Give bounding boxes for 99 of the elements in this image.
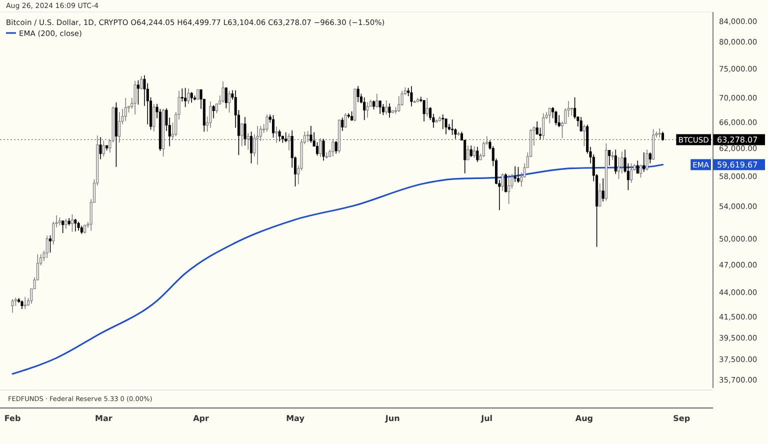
x-tick-label: Mar <box>94 414 112 423</box>
candlestick <box>558 114 560 128</box>
candlestick <box>504 172 507 193</box>
candlestick <box>476 146 479 162</box>
candlestick <box>209 101 212 128</box>
candlestick <box>224 86 228 109</box>
candlestick <box>118 112 121 143</box>
candlestick <box>516 166 520 184</box>
candlestick <box>658 128 661 138</box>
x-tick-label: Feb <box>4 414 21 423</box>
candlestick <box>341 117 344 132</box>
candlestick <box>102 140 105 157</box>
candlestick <box>48 234 52 253</box>
candlestick <box>310 125 312 144</box>
candlestick <box>508 174 510 204</box>
candlestick <box>74 218 77 232</box>
candlestick <box>240 122 244 147</box>
candlestick <box>212 104 215 119</box>
candlestick <box>614 149 617 174</box>
candlestick <box>356 86 360 103</box>
candlestick <box>574 96 576 120</box>
candlestick <box>442 114 444 130</box>
candlestick <box>639 164 642 178</box>
candlestick <box>84 224 86 234</box>
candlestick <box>278 129 281 142</box>
candlestick <box>272 114 275 138</box>
candlestick <box>246 132 250 150</box>
candlestick <box>636 160 639 174</box>
candlestick <box>316 142 319 156</box>
candlestick <box>473 146 476 158</box>
x-tick-label: Jul <box>480 414 493 423</box>
x-tick-label: Aug <box>575 414 594 423</box>
candlestick <box>466 145 470 160</box>
candlestick <box>256 125 259 166</box>
x-tick-label: Jun <box>384 414 400 423</box>
candlestick <box>228 90 231 113</box>
candlestick <box>266 114 268 132</box>
candlestick <box>244 116 246 146</box>
candlestick <box>306 130 310 143</box>
candlestick <box>288 133 290 151</box>
candlestick <box>648 152 652 164</box>
candlestick <box>582 124 586 147</box>
candlestick <box>70 214 74 232</box>
candlestick <box>451 119 454 136</box>
candlestick <box>376 93 378 108</box>
candlestick <box>611 151 614 160</box>
candlestick <box>580 116 582 132</box>
candlestick <box>124 98 127 122</box>
candlestick <box>642 152 646 172</box>
candlestick <box>275 126 278 144</box>
candlestick <box>322 138 325 161</box>
candlestick <box>46 235 48 258</box>
candlestick <box>319 138 322 158</box>
candlestick <box>608 150 611 166</box>
candlestick <box>99 136 102 160</box>
candlestick <box>24 296 26 310</box>
candlestick <box>332 138 334 157</box>
candlestick <box>422 100 426 122</box>
candlestick <box>426 98 428 117</box>
candlestick <box>470 145 472 158</box>
candlestick <box>152 104 156 132</box>
x-tick-label: Apr <box>193 414 210 423</box>
candlestick <box>554 110 558 126</box>
candlestick <box>344 112 347 128</box>
candlestick <box>388 102 391 118</box>
candlestick <box>382 104 384 116</box>
candlestick <box>457 131 460 136</box>
candlestick <box>64 218 68 230</box>
candlestick <box>661 131 664 142</box>
candlestick <box>372 100 376 110</box>
x-tick-label: Sep <box>673 414 690 423</box>
candlestick <box>542 112 545 140</box>
candlestick <box>250 131 253 164</box>
candlestick <box>134 80 136 115</box>
candlestick <box>62 220 64 234</box>
candlestick <box>630 162 633 184</box>
candlestick <box>444 118 448 135</box>
candlestick <box>378 100 382 114</box>
x-tick-label: May <box>286 414 306 423</box>
candlestick <box>366 102 369 118</box>
candlestick <box>184 87 187 108</box>
candlestick <box>140 76 143 90</box>
candlestick <box>598 183 602 207</box>
candlestick <box>190 92 193 104</box>
candlestick <box>514 166 516 182</box>
candlestick <box>136 80 140 105</box>
candlestick <box>334 140 338 154</box>
candlestick <box>646 149 648 171</box>
candlestick <box>501 172 504 192</box>
candlestick <box>284 132 288 143</box>
candlestick <box>410 86 413 107</box>
candlestick <box>385 100 388 115</box>
candlestick <box>363 96 366 121</box>
candlestick <box>538 127 542 140</box>
candlestick <box>187 88 190 104</box>
candlestick <box>548 107 551 124</box>
candlestick <box>222 81 224 104</box>
candlestick <box>11 298 14 314</box>
candlestick <box>602 178 604 202</box>
